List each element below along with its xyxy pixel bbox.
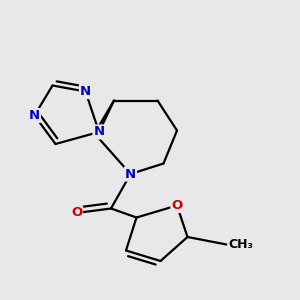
Text: N: N <box>29 109 40 122</box>
Text: N: N <box>80 85 91 98</box>
Text: CH₃: CH₃ <box>228 238 253 251</box>
Text: O: O <box>171 199 183 212</box>
Text: O: O <box>71 206 82 220</box>
Text: N: N <box>125 167 136 181</box>
Text: N: N <box>93 125 105 139</box>
